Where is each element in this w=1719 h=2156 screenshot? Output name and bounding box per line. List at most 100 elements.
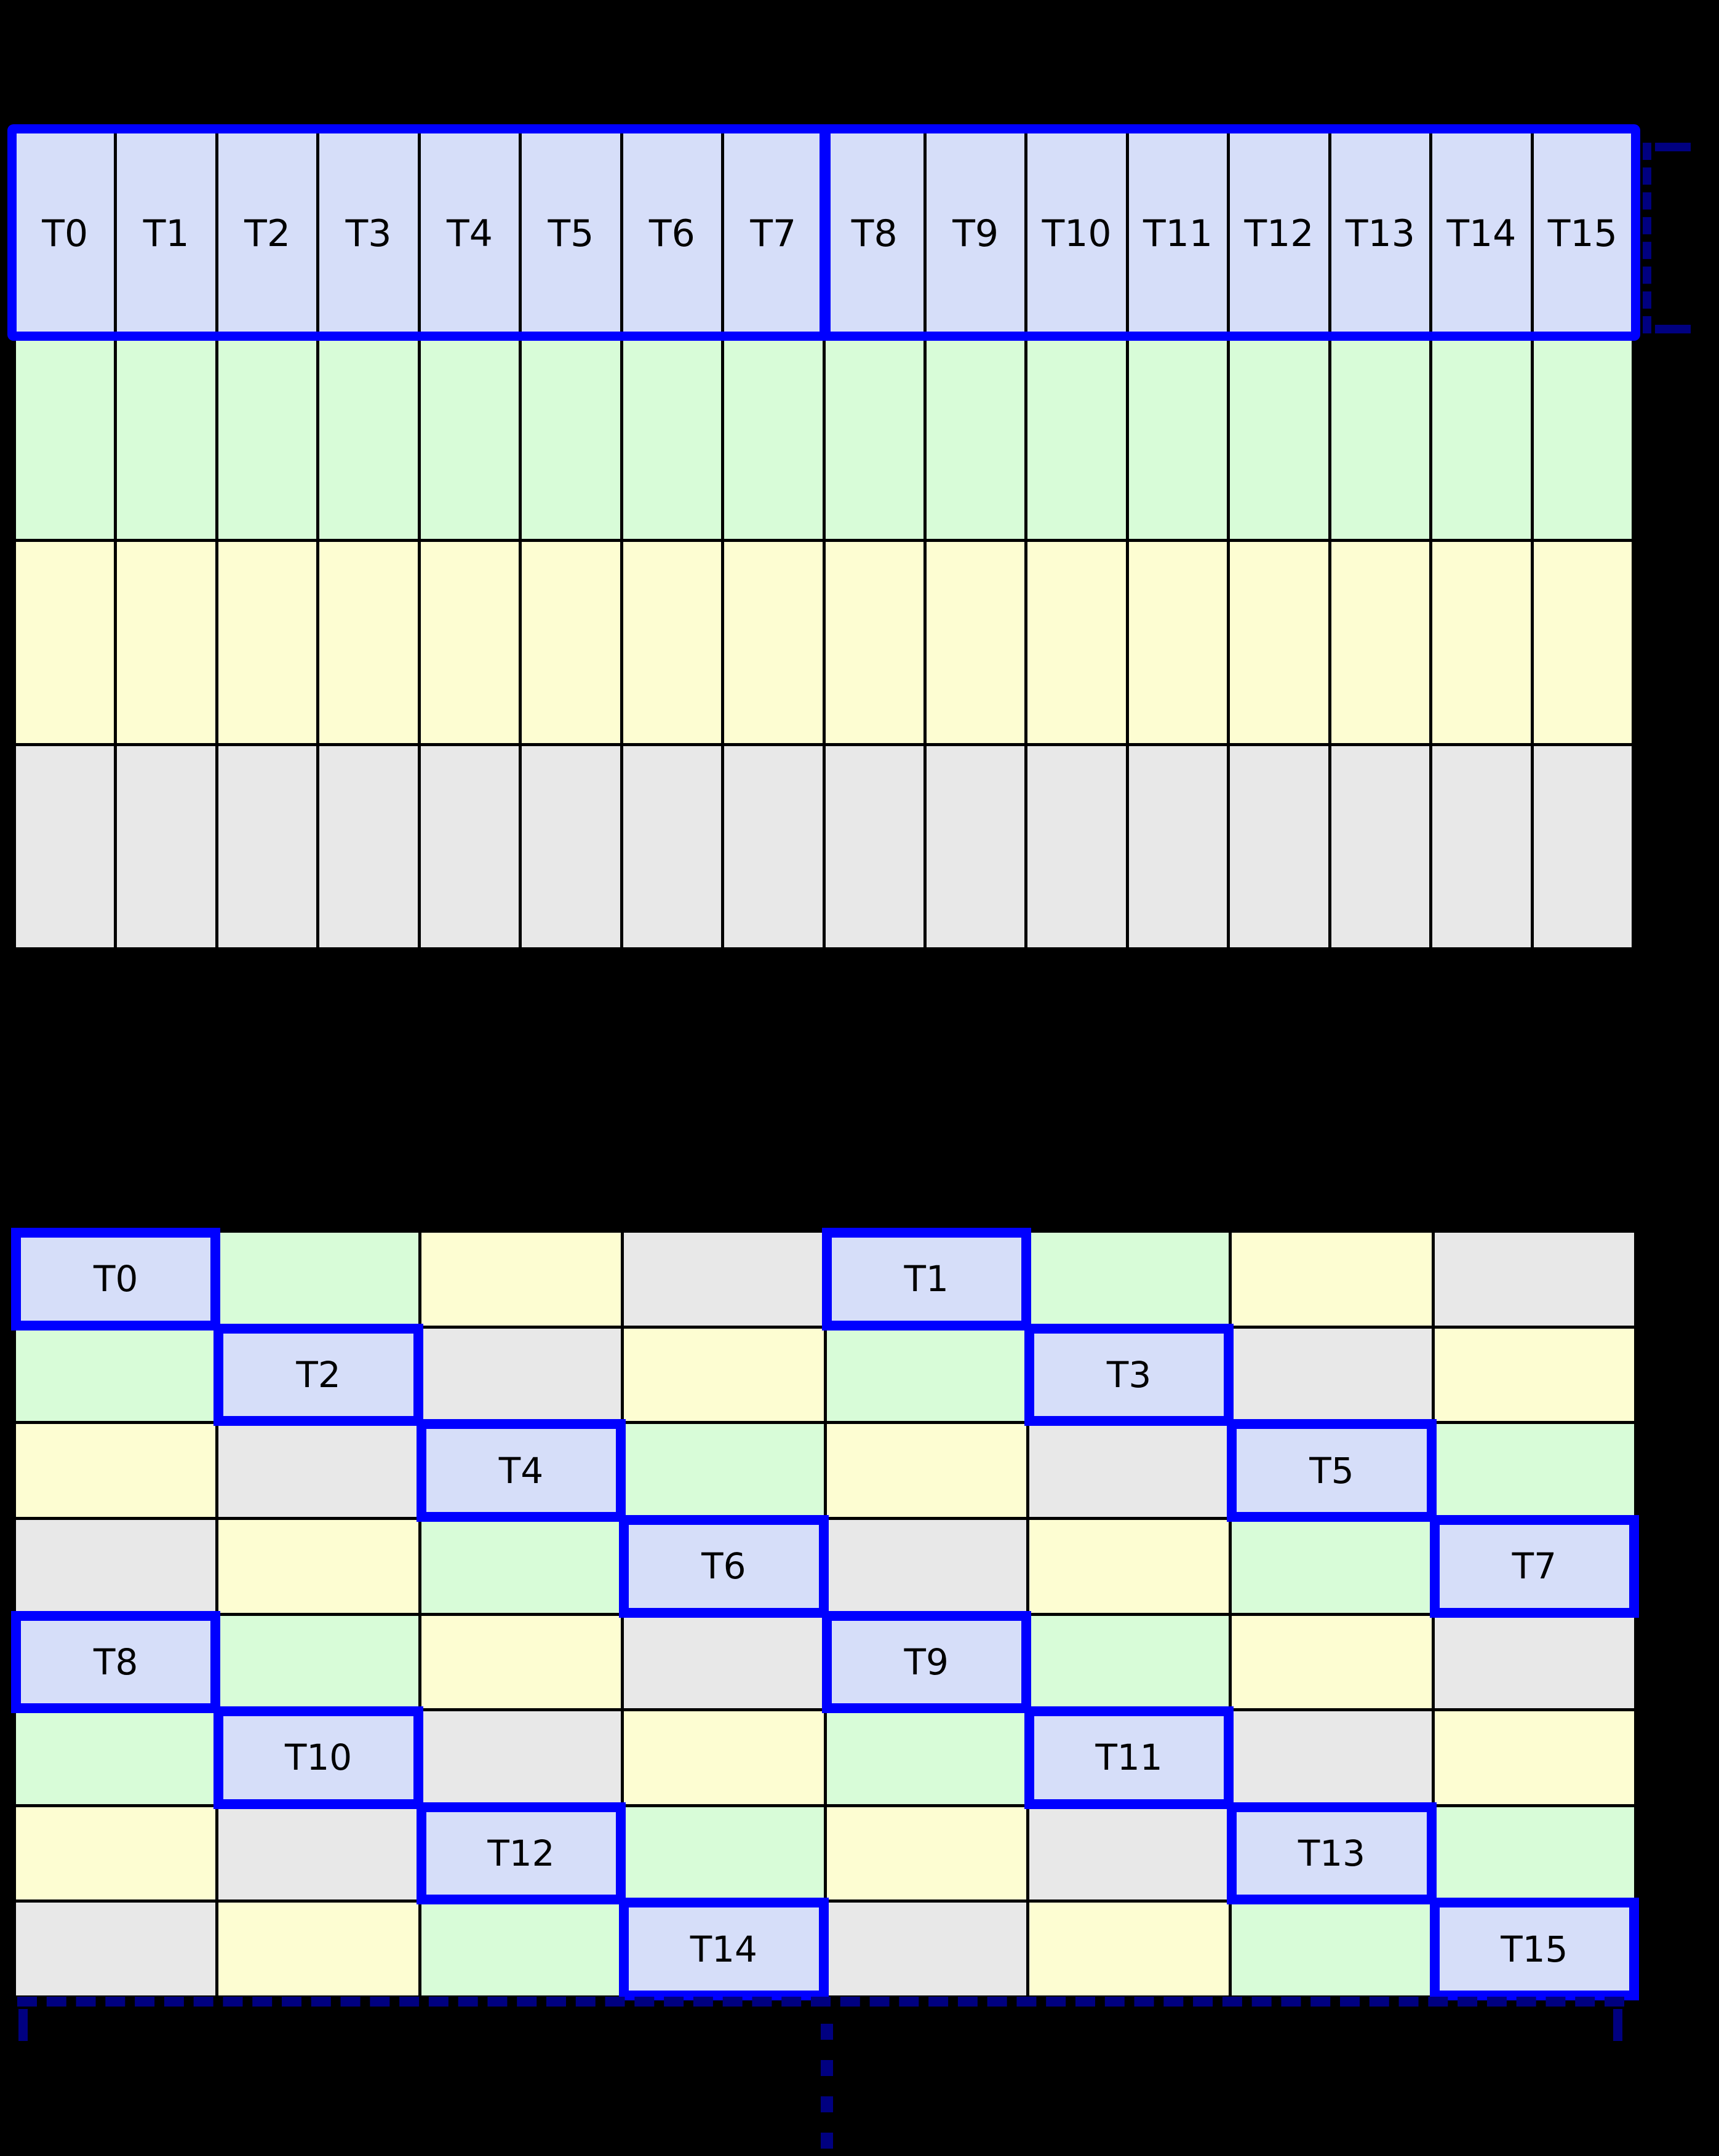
memory-cell-gray [218, 1424, 418, 1517]
memory-cell-green [421, 1903, 621, 1995]
memory-cell-green [826, 1328, 1026, 1422]
memory-cell-gray [1533, 746, 1632, 947]
memory-cell-green [1533, 337, 1632, 539]
memory-cell-green [724, 337, 823, 539]
thread-cell-T13: T13 [1331, 133, 1430, 335]
row-bracket-vertical-dashed-line [1643, 143, 1651, 333]
memory-cell-green [218, 337, 317, 539]
memory-cell-gray [420, 746, 519, 947]
thread-cell-T7: T7 [724, 133, 823, 335]
memory-cell-yellow [1533, 541, 1632, 743]
thread-cell-T4: T4 [420, 133, 519, 335]
memory-cell-green [16, 1711, 216, 1804]
memory-cell-green [218, 1615, 418, 1709]
memory-cell-yellow [117, 541, 215, 743]
memory-cell-yellow [421, 1233, 621, 1326]
memory-cell-yellow [1232, 1615, 1432, 1709]
bottom-bracket-right-tick [1613, 2009, 1622, 2041]
memory-cell-gray [117, 746, 215, 947]
memory-cell-gray [1029, 1424, 1229, 1517]
memory-cell-gray [1331, 746, 1430, 947]
thread-cell-T6: T6 [623, 133, 722, 335]
memory-cell-green [1027, 337, 1126, 539]
memory-cell-yellow [522, 541, 620, 743]
memory-cell-gray [1432, 746, 1531, 947]
memory-cell-yellow [16, 1424, 216, 1517]
memory-cell-yellow [926, 541, 1025, 743]
memory-cell-gray [421, 1711, 621, 1804]
memory-cell-yellow [1128, 541, 1227, 743]
swizzled-thread-cell-T8: T8 [10, 1610, 221, 1714]
memory-cell-yellow [1432, 541, 1531, 743]
memory-cell-gray [1027, 746, 1126, 947]
memory-cell-yellow [623, 541, 722, 743]
memory-cell-green [1432, 337, 1531, 539]
swizzled-thread-cell-T9: T9 [821, 1610, 1031, 1714]
ellipsis-dash [821, 2133, 833, 2149]
swizzled-thread-cell-T2: T2 [213, 1323, 423, 1426]
memory-cell-green [1029, 1233, 1229, 1326]
memory-cell-green [1331, 337, 1430, 539]
thread-cell-T9: T9 [926, 133, 1025, 335]
thread-cell-T10: T10 [1027, 133, 1126, 335]
memory-cell-gray [825, 746, 923, 947]
memory-cell-yellow [16, 1807, 216, 1900]
memory-cell-yellow [1029, 1519, 1229, 1613]
thread-cell-T15: T15 [1533, 133, 1632, 335]
ellipsis-dash [821, 2024, 833, 2040]
swizzled-thread-cell-T5: T5 [1227, 1419, 1437, 1522]
memory-cell-green [1434, 1807, 1634, 1900]
memory-cell-gray [218, 1807, 418, 1900]
memory-cell-yellow [420, 541, 519, 743]
memory-cell-green [1232, 1519, 1432, 1613]
memory-cell-gray [926, 746, 1025, 947]
memory-cell-green [825, 337, 923, 539]
memory-cell-green [826, 1711, 1026, 1804]
memory-cell-gray [1434, 1615, 1634, 1709]
memory-cell-green [218, 1233, 418, 1326]
swizzled-thread-cell-T3: T3 [1024, 1323, 1234, 1426]
thread-cell-T1: T1 [117, 133, 215, 335]
memory-cell-yellow [218, 1519, 418, 1613]
memory-cell-gray [16, 1903, 216, 1995]
thread-cell-T14: T14 [1432, 133, 1531, 335]
memory-cell-yellow [16, 541, 114, 743]
memory-cell-green [319, 337, 418, 539]
memory-cell-yellow [1434, 1711, 1634, 1804]
memory-cell-yellow [825, 541, 923, 743]
bottom-bracket-dashed-line [17, 1997, 1624, 2007]
swizzled-thread-grid: T0 T1 T2 T3 T4 T5 T6 T7 T8 T9 T10 T11 T12 T13 T14 T15 [10, 1228, 1640, 2000]
thread-cell-T2: T2 [218, 133, 317, 335]
thread-cell-T0: T0 [16, 133, 114, 335]
memory-cell-yellow [826, 1424, 1026, 1517]
memory-cell-green [1128, 337, 1227, 539]
memory-cell-yellow [319, 541, 418, 743]
memory-cell-gray [522, 746, 620, 947]
memory-cell-gray [421, 1328, 621, 1422]
memory-cell-green [1434, 1424, 1634, 1517]
continuation-ellipsis [821, 2024, 833, 2149]
memory-cell-green [16, 1328, 216, 1422]
swizzled-thread-cell-T12: T12 [416, 1802, 626, 1905]
memory-cell-gray [218, 746, 317, 947]
swizzled-thread-cell-T13: T13 [1227, 1802, 1437, 1905]
row-bracket-top-dash [1655, 143, 1691, 151]
swizzled-thread-cell-T14: T14 [619, 1898, 829, 2000]
swizzled-thread-cell-T15: T15 [1429, 1898, 1640, 2000]
memory-cell-yellow [218, 1903, 418, 1995]
swizzled-thread-cell-T10: T10 [213, 1706, 423, 1809]
memory-cell-yellow [1230, 541, 1328, 743]
memory-cell-gray [1029, 1807, 1229, 1900]
memory-cell-yellow [421, 1615, 621, 1709]
memory-cell-yellow [1232, 1233, 1432, 1326]
thread-cell-T3: T3 [319, 133, 418, 335]
memory-cell-gray [624, 1233, 824, 1326]
memory-cell-green [1232, 1903, 1432, 1995]
memory-cell-gray [826, 1519, 1026, 1613]
memory-cell-yellow [624, 1328, 824, 1422]
memory-cell-green [623, 337, 722, 539]
memory-cell-gray [1434, 1233, 1634, 1326]
memory-cell-gray [319, 746, 418, 947]
memory-cell-green [16, 337, 114, 539]
